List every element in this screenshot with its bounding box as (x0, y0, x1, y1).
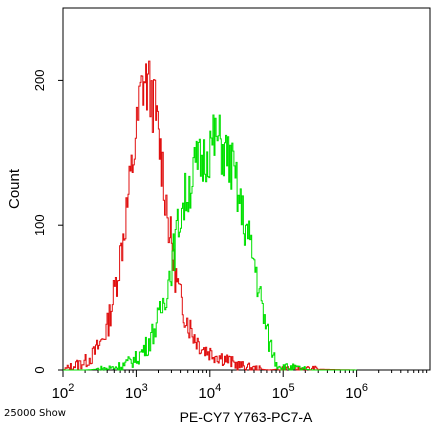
x-axis-ticks: 102 103 104 105 106 (52, 370, 428, 402)
series-line-green (63, 114, 357, 371)
y-tick-label: 200 (32, 70, 47, 92)
series-line-red (63, 60, 357, 371)
y-tick-label: 0 (32, 366, 47, 373)
x-tick-label: 106 (345, 382, 368, 402)
x-tick-label: 104 (198, 382, 221, 402)
plot-frame (62, 7, 431, 371)
x-tick-label: 105 (272, 382, 295, 402)
y-axis-ticks: 0 100 200 (32, 70, 63, 374)
x-tick-label: 103 (125, 382, 148, 402)
series-layer (63, 60, 357, 371)
event-count-note: 25000 Show (4, 408, 66, 419)
y-tick-label: 100 (32, 214, 47, 236)
x-tick-label: 102 (52, 382, 75, 402)
x-axis-label: PE-CY7 Y763-PC7-A (180, 409, 313, 425)
y-axis-label: Count (6, 168, 23, 209)
